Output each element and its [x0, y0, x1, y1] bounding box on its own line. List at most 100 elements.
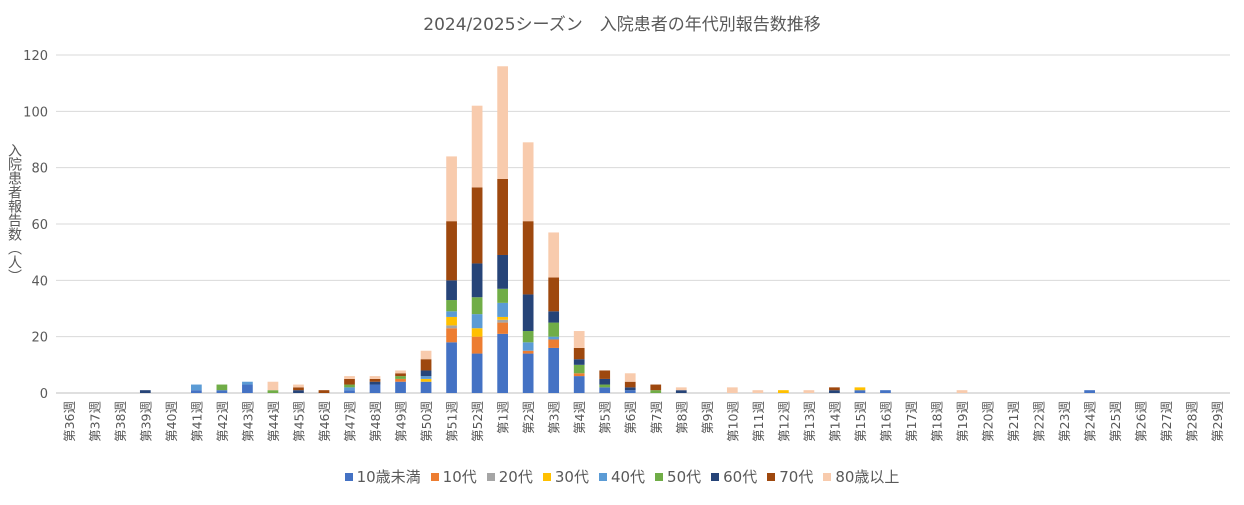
x-tick-label: 第26週 [1134, 401, 1149, 442]
bar-segment [522, 331, 534, 343]
x-tick-label: 第15週 [853, 401, 868, 442]
bar-segment [344, 384, 355, 388]
x-tick-label: 第9週 [700, 401, 715, 434]
bar-segment [497, 316, 508, 320]
x-tick-label: 第22週 [1032, 401, 1047, 442]
bar-segment [573, 359, 585, 365]
x-tick-label: 第51週 [445, 401, 460, 442]
bar-segment [446, 311, 457, 317]
bar-segment [522, 294, 534, 332]
x-tick-labels: 第36週 第37週 第38週 第39週 第40週 第41週 第42週 第43週 第44週 第45週… [62, 401, 1225, 442]
x-tick-label: 第48週 [368, 401, 383, 442]
bar-segment [344, 378, 355, 385]
x-tick-label: 第16週 [878, 401, 893, 442]
bar-segment [497, 254, 508, 289]
bar-segment [778, 390, 789, 393]
x-tick-label: 第2週 [521, 401, 536, 434]
bar-segment [573, 347, 585, 360]
x-tick-label: 第47週 [343, 401, 358, 442]
y-tick-label: 40 [31, 274, 48, 289]
bar-segment [522, 353, 534, 393]
x-tick-label: 第1週 [496, 401, 511, 434]
bar-segment [446, 156, 457, 222]
bar-segment [216, 390, 228, 393]
legend-label: 50代 [667, 468, 702, 486]
x-tick-label: 第8週 [674, 401, 689, 434]
x-tick-label: 第40週 [164, 401, 179, 442]
bar-segment [497, 322, 508, 334]
y-tick-label: 60 [31, 218, 48, 233]
bar-segment [242, 381, 253, 385]
bar-segment [497, 302, 508, 317]
legend-swatch [486, 473, 495, 481]
legend-label: 30代 [554, 468, 589, 486]
legend-item: 60代 [711, 466, 757, 487]
bar-segment [191, 384, 202, 391]
x-tick-label: 第5週 [598, 401, 613, 434]
legend-swatch [823, 473, 832, 481]
legend-swatch [598, 473, 607, 481]
bar-segment [497, 178, 508, 255]
bar-segment [395, 373, 406, 377]
x-tick-label: 第11週 [751, 401, 766, 442]
x-tick-label: 第52週 [470, 401, 485, 442]
bar-segment [624, 381, 636, 388]
bar-segment [497, 319, 508, 323]
legend-item: 10代 [430, 466, 477, 487]
bar-segment [216, 384, 228, 391]
bar-segment [395, 376, 406, 379]
bar-segment [650, 390, 662, 393]
x-tick-label: 第49週 [394, 401, 409, 442]
bar-segment [497, 288, 508, 303]
legend-label: 10代 [442, 468, 477, 486]
x-tick-label: 第10週 [725, 401, 740, 442]
bar-segment [471, 336, 483, 354]
bar-segment [599, 387, 611, 393]
x-tick-label: 第44週 [266, 401, 281, 442]
x-tick-label: 第46週 [317, 401, 332, 442]
bar-segment [344, 376, 355, 379]
x-tick-label: 第45週 [291, 401, 306, 442]
bar-segment [446, 300, 457, 312]
bar-segment [446, 325, 457, 329]
bar-segment [267, 381, 279, 391]
x-tick-label: 第23週 [1057, 401, 1072, 442]
x-tick-label: 第27週 [1159, 401, 1174, 442]
y-tick-label: 100 [23, 105, 48, 120]
chart-title: 2024/2025シーズン 入院患者の年代別報告数推移 [423, 15, 821, 35]
bar-segment [395, 370, 406, 374]
bar-segment [752, 390, 764, 393]
bar-segment [624, 373, 636, 382]
bar-segment [548, 311, 560, 323]
legend-swatch [542, 473, 551, 481]
bar-segment [599, 378, 611, 385]
bar-segment [395, 381, 406, 393]
bar-segment [573, 373, 585, 377]
bar-segment [420, 381, 432, 393]
legend-label: 10歳未満 [356, 468, 421, 486]
x-tick-label: 第37週 [87, 401, 102, 442]
bar-segment [369, 376, 381, 379]
bar-segment [548, 232, 560, 278]
x-tick-label: 第4週 [572, 401, 587, 434]
bar-segment [573, 376, 585, 393]
bar-segment [293, 384, 304, 388]
x-tick-label: 第36週 [62, 401, 77, 442]
x-tick-label: 第43週 [240, 401, 255, 442]
bar-segment [803, 390, 815, 393]
bar-segment [548, 336, 560, 340]
bar-segment [318, 390, 330, 393]
legend-item: 20代 [486, 466, 533, 487]
legend-swatch [344, 473, 353, 481]
bar-segment [675, 390, 687, 393]
bar-segment [522, 342, 534, 351]
bar-segment [446, 221, 457, 281]
bar-segment [548, 347, 560, 393]
y-tick-label: 80 [31, 162, 48, 177]
bar-segment [548, 322, 560, 337]
legend: 10歳未満 10代 20代 30代 40代 50代 60代 70代 80歳以上 [0, 466, 1244, 487]
bar-segment [726, 387, 738, 393]
bar-segment [446, 280, 457, 301]
bar-segment [956, 390, 968, 393]
